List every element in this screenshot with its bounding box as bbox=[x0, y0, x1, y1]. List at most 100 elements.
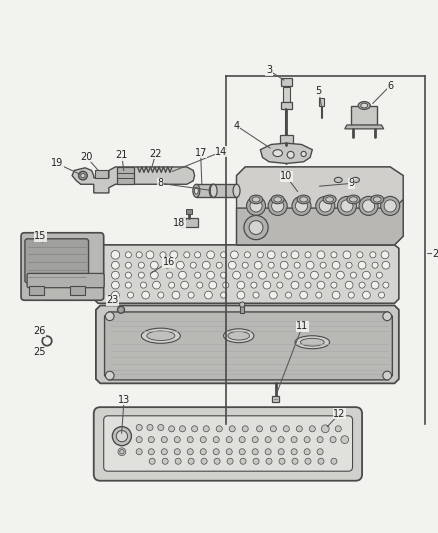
Ellipse shape bbox=[272, 150, 282, 157]
Text: 11: 11 bbox=[296, 321, 308, 331]
Ellipse shape bbox=[223, 329, 253, 343]
Circle shape bbox=[120, 449, 124, 454]
Circle shape bbox=[187, 437, 193, 442]
Circle shape bbox=[147, 424, 153, 431]
Circle shape bbox=[251, 437, 258, 442]
Circle shape bbox=[237, 291, 244, 299]
Circle shape bbox=[125, 282, 131, 288]
Circle shape bbox=[340, 435, 348, 443]
Text: 8: 8 bbox=[157, 179, 163, 188]
Text: 16: 16 bbox=[162, 257, 174, 267]
Circle shape bbox=[232, 271, 240, 279]
Ellipse shape bbox=[294, 191, 304, 196]
Ellipse shape bbox=[227, 332, 249, 340]
Circle shape bbox=[321, 425, 328, 433]
Ellipse shape bbox=[370, 195, 383, 204]
Circle shape bbox=[161, 449, 167, 455]
Circle shape bbox=[226, 437, 232, 442]
Circle shape bbox=[369, 252, 375, 258]
Circle shape bbox=[226, 458, 233, 464]
Circle shape bbox=[382, 371, 391, 380]
Circle shape bbox=[380, 251, 388, 259]
Bar bbox=[280, 78, 291, 86]
Circle shape bbox=[371, 262, 377, 268]
Ellipse shape bbox=[351, 177, 359, 182]
Circle shape bbox=[304, 449, 309, 455]
Circle shape bbox=[378, 292, 384, 298]
Text: 13: 13 bbox=[118, 395, 130, 405]
Circle shape bbox=[316, 281, 324, 289]
Circle shape bbox=[81, 173, 85, 178]
Circle shape bbox=[318, 200, 331, 212]
Polygon shape bbox=[236, 199, 402, 245]
Circle shape bbox=[286, 151, 293, 158]
Circle shape bbox=[316, 437, 322, 442]
Circle shape bbox=[206, 271, 214, 279]
Bar bbox=[95, 171, 108, 178]
Bar bbox=[279, 134, 292, 146]
Circle shape bbox=[179, 426, 185, 432]
Text: 26: 26 bbox=[33, 326, 46, 336]
Circle shape bbox=[278, 449, 283, 455]
Circle shape bbox=[111, 291, 119, 299]
Circle shape bbox=[196, 282, 202, 288]
Circle shape bbox=[140, 282, 146, 288]
Circle shape bbox=[175, 458, 181, 464]
Circle shape bbox=[362, 271, 369, 279]
Circle shape bbox=[166, 272, 172, 278]
Circle shape bbox=[157, 292, 163, 298]
Circle shape bbox=[315, 196, 334, 215]
Circle shape bbox=[146, 251, 154, 259]
Circle shape bbox=[258, 271, 266, 279]
Ellipse shape bbox=[346, 195, 359, 204]
Text: 22: 22 bbox=[149, 149, 162, 159]
Bar bbox=[318, 98, 324, 107]
FancyBboxPatch shape bbox=[21, 233, 103, 300]
Circle shape bbox=[168, 282, 174, 288]
Circle shape bbox=[204, 291, 212, 299]
Ellipse shape bbox=[297, 195, 309, 204]
Circle shape bbox=[290, 437, 297, 442]
Circle shape bbox=[213, 437, 219, 442]
Circle shape bbox=[141, 291, 149, 299]
Circle shape bbox=[315, 292, 321, 298]
Circle shape bbox=[357, 261, 365, 269]
Circle shape bbox=[228, 261, 236, 269]
Text: 19: 19 bbox=[51, 158, 63, 168]
Circle shape bbox=[149, 458, 155, 464]
Ellipse shape bbox=[209, 184, 216, 197]
Bar bbox=[280, 102, 291, 109]
Circle shape bbox=[161, 437, 167, 442]
Text: 5: 5 bbox=[315, 86, 321, 96]
Ellipse shape bbox=[210, 187, 215, 195]
Ellipse shape bbox=[192, 184, 199, 197]
Circle shape bbox=[111, 261, 119, 269]
Circle shape bbox=[256, 426, 262, 432]
Circle shape bbox=[304, 282, 310, 288]
Text: 21: 21 bbox=[116, 150, 128, 160]
Circle shape bbox=[229, 426, 235, 432]
Circle shape bbox=[176, 261, 184, 269]
Circle shape bbox=[138, 272, 144, 278]
Text: 17: 17 bbox=[194, 148, 206, 158]
Circle shape bbox=[168, 426, 174, 432]
Text: 20: 20 bbox=[80, 152, 92, 162]
Circle shape bbox=[200, 437, 206, 442]
Ellipse shape bbox=[249, 195, 262, 204]
Circle shape bbox=[278, 437, 283, 442]
Circle shape bbox=[290, 281, 298, 289]
Circle shape bbox=[295, 200, 307, 212]
Circle shape bbox=[125, 272, 131, 278]
Polygon shape bbox=[236, 167, 402, 245]
Circle shape bbox=[226, 449, 232, 455]
Polygon shape bbox=[180, 218, 197, 227]
Circle shape bbox=[125, 262, 131, 268]
Circle shape bbox=[136, 252, 142, 258]
Circle shape bbox=[316, 449, 322, 455]
Circle shape bbox=[370, 281, 378, 289]
Text: 3: 3 bbox=[265, 66, 272, 76]
Polygon shape bbox=[344, 125, 383, 129]
Ellipse shape bbox=[210, 184, 217, 197]
Circle shape bbox=[337, 196, 356, 215]
Circle shape bbox=[298, 272, 304, 278]
